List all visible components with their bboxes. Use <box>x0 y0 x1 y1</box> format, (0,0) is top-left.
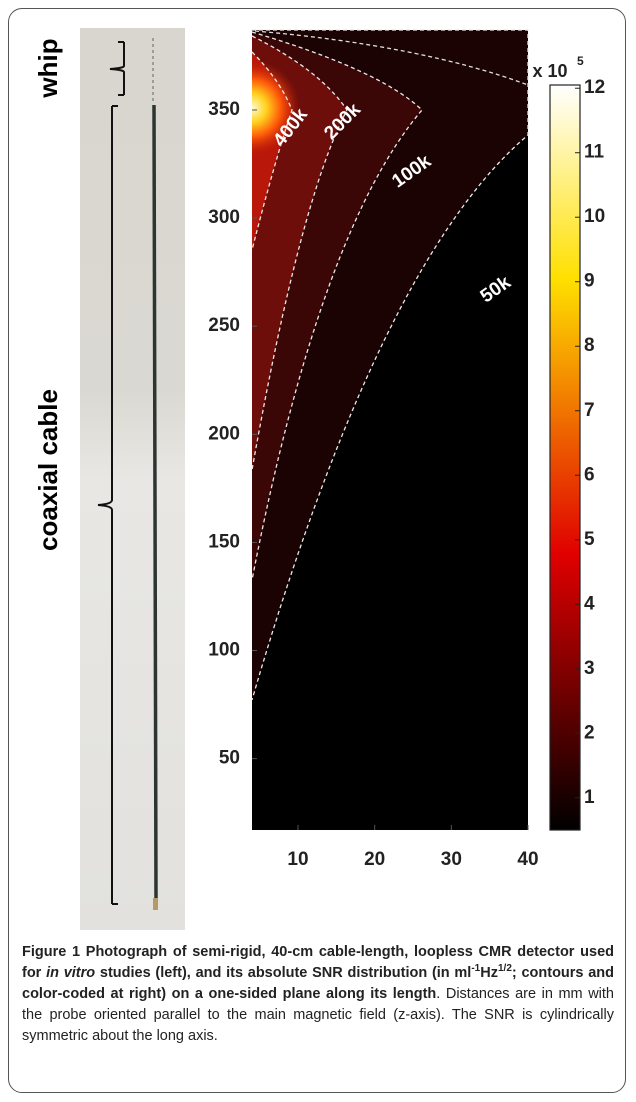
colorbar-tick-label: 8 <box>584 335 595 356</box>
caption-run: Figure 1 Photograph of semi-rigid, 40-cm… <box>22 944 614 981</box>
contour-edge <box>254 30 529 86</box>
caption-run: in vitro <box>46 965 96 981</box>
colorbar-tick-label: 10 <box>584 206 605 227</box>
colorbar-tick-label: 4 <box>584 593 595 614</box>
caption-run: . Distances are in mm with the probe ori… <box>22 986 614 1044</box>
photo <box>80 28 185 930</box>
x-tick-label: 30 <box>441 849 462 870</box>
colorbar-exponent: 5 <box>577 54 584 68</box>
whip-label: whip <box>33 38 63 98</box>
y-tick-label: 250 <box>208 315 240 336</box>
caption-run: studies (left), and its absolute SNR dis… <box>95 965 472 981</box>
colorbar-tick-label: 7 <box>584 400 595 421</box>
colorbar-tick-label: 5 <box>584 529 595 550</box>
caption-run: 1/2 <box>497 963 512 975</box>
figure: whip coaxial cable 400k 200k100k50k501001… <box>33 28 605 930</box>
hot-spot <box>252 55 312 165</box>
contour-line <box>251 29 529 701</box>
y-tick-label: 100 <box>208 640 240 661</box>
caption-run: ; contours and color-coded at right) on … <box>22 965 615 1002</box>
y-tick-label: 150 <box>208 531 240 552</box>
contour-line <box>251 31 423 581</box>
colorbar <box>549 84 581 831</box>
colorbar-tick-label: 11 <box>584 142 605 163</box>
y-tick-label: 50 <box>219 748 240 769</box>
colorbar-tick-label: 3 <box>584 658 595 679</box>
colorbar-tick-label: 2 <box>584 722 595 743</box>
y-tick-label: 200 <box>208 423 240 444</box>
colorbar-tick-label: 9 <box>584 271 595 292</box>
colorbar-tick-label: 12 <box>584 77 605 98</box>
y-tick-label: 300 <box>208 207 240 228</box>
colorbar-tick-label: 1 <box>584 787 595 808</box>
x-tick-label: 20 <box>364 849 385 870</box>
figure-frame <box>8 8 626 1093</box>
x-tick-label: 40 <box>517 849 538 870</box>
caption-run: Hz <box>480 965 498 981</box>
y-tick-label: 350 <box>208 99 240 120</box>
cable <box>152 104 158 899</box>
cable-bracket <box>97 105 118 905</box>
x-tick-label: 10 <box>287 849 308 870</box>
caption: Figure 1 Photograph of semi-rigid, 40-cm… <box>22 942 614 1047</box>
colorbar-tick-label: 6 <box>584 464 595 485</box>
contour-line <box>251 51 293 251</box>
whip-bracket <box>109 41 125 96</box>
contour-line <box>251 35 348 471</box>
cable-label: coaxial cable <box>33 389 63 551</box>
colorbar-label: x 10 <box>532 61 567 81</box>
connector <box>153 898 158 910</box>
caption-run: -1 <box>471 963 481 975</box>
